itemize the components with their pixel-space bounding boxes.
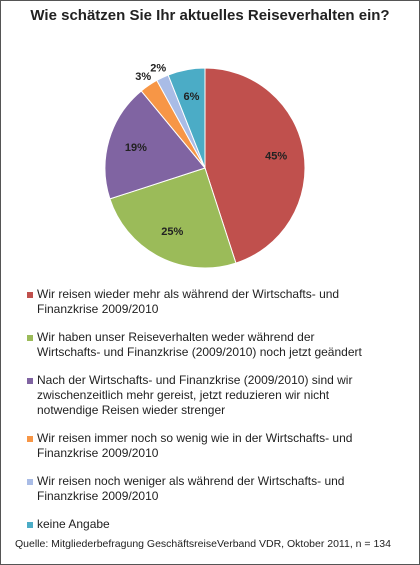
legend-item: Wir haben unser Reiseverhalten weder wäh… [27,330,367,360]
data-label: 2% [150,62,166,74]
legend-item: Nach der Wirtschafts- und Finanzkrise (2… [27,373,367,418]
legend: Wir reisen wieder mehr als während der W… [27,287,367,545]
legend-item: Wir reisen immer noch so wenig wie in de… [27,431,367,461]
chart-title: Wie schätzen Sie Ihr aktuelles Reiseverh… [30,7,390,24]
legend-swatch [27,335,33,341]
legend-swatch [27,292,33,298]
pie-slice [204,67,306,264]
legend-swatch [27,436,33,442]
legend-label: Nach der Wirtschafts- und Finanzkrise (2… [37,373,353,417]
data-label: 3% [135,71,151,83]
legend-label: Wir haben unser Reiseverhalten weder wäh… [37,330,362,359]
data-label: 25% [161,226,183,238]
legend-label: Wir reisen noch weniger als während der … [37,474,345,503]
data-label: 19% [125,142,147,154]
legend-label: Wir reisen immer noch so wenig wie in de… [37,431,353,460]
legend-item: Wir reisen wieder mehr als während der W… [27,287,367,317]
source: Quelle: Mitgliederbefragung Geschäftsrei… [15,538,391,550]
pie: 45% 25% 19% 3%2% 6% [104,62,306,269]
pie-slice [109,167,237,269]
legend-swatch [27,522,33,528]
legend-item: Wir reisen noch weniger als während der … [27,474,367,504]
pie-slice [167,67,206,169]
legend-label: Wir reisen wieder mehr als während der W… [37,287,340,316]
data-label: 6% [184,91,200,103]
legend-item: keine Angabe [27,517,367,532]
legend-swatch [27,378,33,384]
legend-label: keine Angabe [37,517,110,531]
data-label: 45% [265,151,287,163]
pie-slice [104,90,206,200]
legend-swatch [27,479,33,485]
